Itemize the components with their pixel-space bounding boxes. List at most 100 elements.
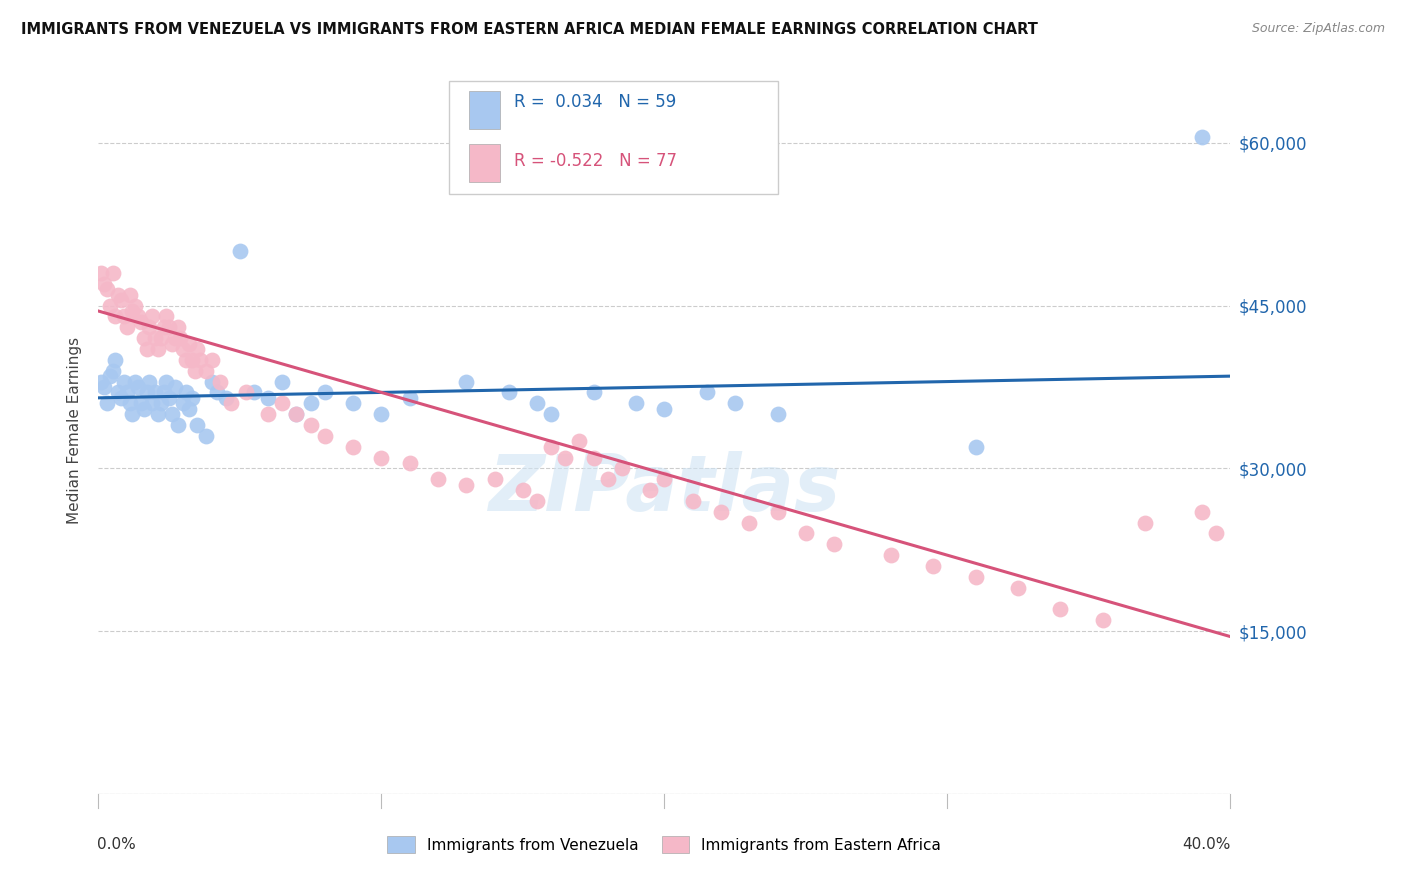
Point [229,244,252,259]
Text: R =  0.034   N = 59: R = 0.034 N = 59 [513,93,676,111]
Point [526,494,548,508]
Point [498,385,520,400]
Point [124,299,146,313]
Point [115,320,138,334]
Point [129,396,152,410]
Point [243,385,266,400]
Point [149,331,172,345]
Point [146,342,169,356]
Point [186,417,208,432]
Point [135,385,157,400]
Point [90,375,112,389]
Point [207,385,229,400]
Point [682,494,704,508]
Point [107,385,129,400]
Point [96,282,118,296]
Point [98,299,121,313]
Point [98,369,121,384]
Point [512,483,534,497]
Point [456,375,478,389]
Point [965,440,987,454]
Point [141,396,163,410]
Point [90,266,112,280]
Point [118,287,141,301]
Point [93,380,115,394]
Point [1191,130,1213,145]
Point [132,331,155,345]
Point [209,375,232,389]
Point [177,401,200,416]
Point [596,472,619,486]
Point [107,287,129,301]
Point [157,391,180,405]
Point [129,315,152,329]
Point [1091,613,1114,627]
Point [285,407,308,421]
Point [314,429,336,443]
Text: 0.0%: 0.0% [97,838,136,853]
Point [610,461,633,475]
Point [146,407,169,421]
Point [127,380,149,394]
Point [398,456,420,470]
Point [104,310,127,324]
Point [456,477,478,491]
Point [194,364,217,378]
Point [526,396,548,410]
Point [163,331,186,345]
Point [398,391,420,405]
Point [724,396,747,410]
Point [342,440,364,454]
Point [766,407,789,421]
FancyBboxPatch shape [450,81,778,194]
Point [1049,602,1071,616]
Point [652,401,676,416]
Point [110,391,132,405]
Point [342,396,364,410]
Y-axis label: Median Female Earnings: Median Female Earnings [67,337,83,524]
FancyBboxPatch shape [468,91,501,129]
Point [112,375,135,389]
Point [696,385,718,400]
Point [160,336,183,351]
Point [169,331,191,345]
Point [271,375,294,389]
Point [271,396,294,410]
Point [183,364,205,378]
Point [215,391,238,405]
Point [143,385,166,400]
Point [582,385,605,400]
Point [172,342,194,356]
Point [149,396,172,410]
Point [110,293,132,308]
Point [652,472,676,486]
Point [1205,526,1227,541]
Point [138,375,160,389]
Point [138,320,160,334]
Point [166,320,188,334]
Point [143,331,166,345]
Point [127,310,149,324]
Text: IMMIGRANTS FROM VENEZUELA VS IMMIGRANTS FROM EASTERN AFRICA MEDIAN FEMALE EARNIN: IMMIGRANTS FROM VENEZUELA VS IMMIGRANTS … [21,22,1038,37]
Point [823,537,845,551]
Point [141,310,163,324]
Point [194,429,217,443]
Text: 40.0%: 40.0% [1182,838,1230,853]
Point [163,380,186,394]
Point [135,342,157,356]
Point [638,483,661,497]
Point [188,352,211,367]
Point [299,396,322,410]
Point [121,407,143,421]
Point [96,396,118,410]
Point [152,385,174,400]
Point [112,310,135,324]
Point [624,396,647,410]
FancyBboxPatch shape [468,145,501,182]
Point [540,440,562,454]
Point [1007,581,1029,595]
Point [118,396,141,410]
Point [115,385,138,400]
Point [794,526,817,541]
Point [155,310,177,324]
